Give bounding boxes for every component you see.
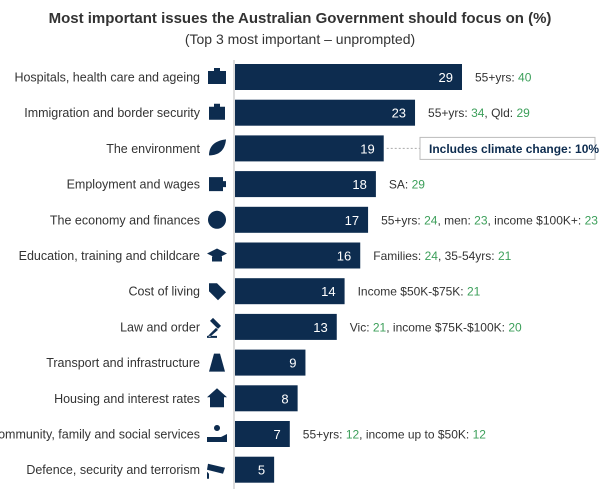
annotation-value: 21 [467, 285, 481, 299]
chart-title: Most important issues the Australian Gov… [48, 10, 552, 27]
bar [235, 242, 361, 269]
annotation-text: 55+yrs: [428, 106, 471, 120]
bar [235, 313, 337, 340]
category-label: Education, training and childcare [19, 249, 200, 263]
annotation: 55+yrs: 12, income up to $50K: 12 [303, 428, 486, 442]
bar [235, 278, 345, 305]
annotation-value: 21 [498, 249, 512, 263]
annotation-text: , men: [437, 213, 474, 227]
bar-value-label: 5 [258, 463, 265, 478]
bar-value-label: 7 [274, 427, 281, 442]
annotation-value: 23 [474, 213, 488, 227]
bar-value-label: 16 [337, 249, 351, 264]
security-camera-icon [207, 463, 225, 479]
category-label: Hospitals, health care and ageing [14, 71, 200, 85]
annotation: 55+yrs: 40 [475, 71, 532, 85]
annotation-text: , income $75K-$100K: [386, 320, 508, 334]
annotation: Vic: 21, income $75K-$100K: 20 [350, 320, 522, 334]
category-label: Cost of living [128, 285, 200, 299]
bar [235, 385, 298, 412]
category-label: Community, family and social services [0, 428, 200, 442]
wallet-icon [209, 177, 226, 192]
category-label: The economy and finances [50, 213, 200, 227]
graduation-cap-icon [207, 248, 227, 262]
house-dollar-icon [207, 388, 227, 408]
hand-person-icon [207, 425, 227, 442]
bar [235, 421, 290, 447]
bar [235, 456, 275, 483]
callout-text: Includes climate change: 10% [429, 142, 599, 156]
annotation-value: 20 [508, 320, 522, 334]
bar [235, 99, 416, 126]
annotation-value: 23 [585, 213, 599, 227]
category-label: Immigration and border security [24, 106, 201, 120]
bar-value-label: 13 [313, 320, 327, 335]
annotation-value: 24 [424, 213, 438, 227]
category-label: The environment [106, 142, 200, 156]
bar [235, 171, 376, 198]
annotation-value: 12 [473, 428, 487, 442]
bar [235, 135, 384, 162]
annotation-value: 12 [346, 428, 360, 442]
annotation-text: , income up to $50K: [359, 428, 472, 442]
bar-value-label: 19 [360, 141, 374, 156]
annotation-value: 21 [373, 320, 387, 334]
medical-kit-icon [208, 68, 226, 84]
bar [235, 64, 462, 90]
bar [235, 349, 306, 376]
annotation-text: , income $100K+: [488, 213, 585, 227]
annotation-text: Income $50K-$75K: [358, 285, 467, 299]
suitcase-icon [209, 103, 225, 120]
callout-box [419, 136, 596, 160]
annotation-text: SA: [389, 178, 412, 192]
bar-value-label: 14 [321, 284, 335, 299]
annotation-value: 29 [412, 178, 426, 192]
bar-value-label: 17 [345, 213, 359, 228]
dollar-coin-icon [208, 210, 227, 229]
category-label: Transport and infrastructure [46, 356, 200, 370]
bar-value-label: 9 [289, 356, 296, 371]
price-tag-icon [209, 283, 226, 301]
road-icon [209, 353, 225, 372]
category-label: Defence, security and terrorism [26, 463, 200, 477]
leaf-icon [209, 139, 226, 156]
annotation: 55+yrs: 24, men: 23, income $100K+: 23 [381, 213, 598, 227]
annotation-value: 24 [425, 249, 439, 263]
annotation-text: 55+yrs: [381, 213, 424, 227]
annotation-text: Vic: [350, 320, 373, 334]
bar-value-label: 29 [439, 70, 453, 85]
bar-value-label: 23 [392, 106, 406, 121]
annotation: SA: 29 [389, 178, 425, 192]
gavel-icon [207, 317, 221, 338]
annotation-value: 34 [471, 106, 485, 120]
category-label: Law and order [120, 320, 200, 334]
bar-value-label: 8 [281, 391, 288, 406]
annotation-value: 40 [518, 71, 532, 85]
annotation: Families: 24, 35-54yrs: 21 [373, 249, 511, 263]
bar-value-label: 18 [352, 177, 366, 192]
annotation-text: , 35-54yrs: [438, 249, 498, 263]
annotation: Income $50K-$75K: 21 [358, 285, 481, 299]
annotation-text: 55+yrs: [303, 428, 346, 442]
category-label: Housing and interest rates [54, 392, 200, 406]
annotation-value: 29 [516, 106, 530, 120]
annotation: 55+yrs: 34, Qld: 29 [428, 106, 530, 120]
category-label: Employment and wages [67, 178, 200, 192]
annotation-text: 55+yrs: [475, 71, 518, 85]
annotation-text: , Qld: [484, 106, 516, 120]
bar [235, 206, 369, 233]
annotation-text: Families: [373, 249, 424, 263]
chart-subtitle: (Top 3 most important – unprompted) [184, 31, 416, 47]
